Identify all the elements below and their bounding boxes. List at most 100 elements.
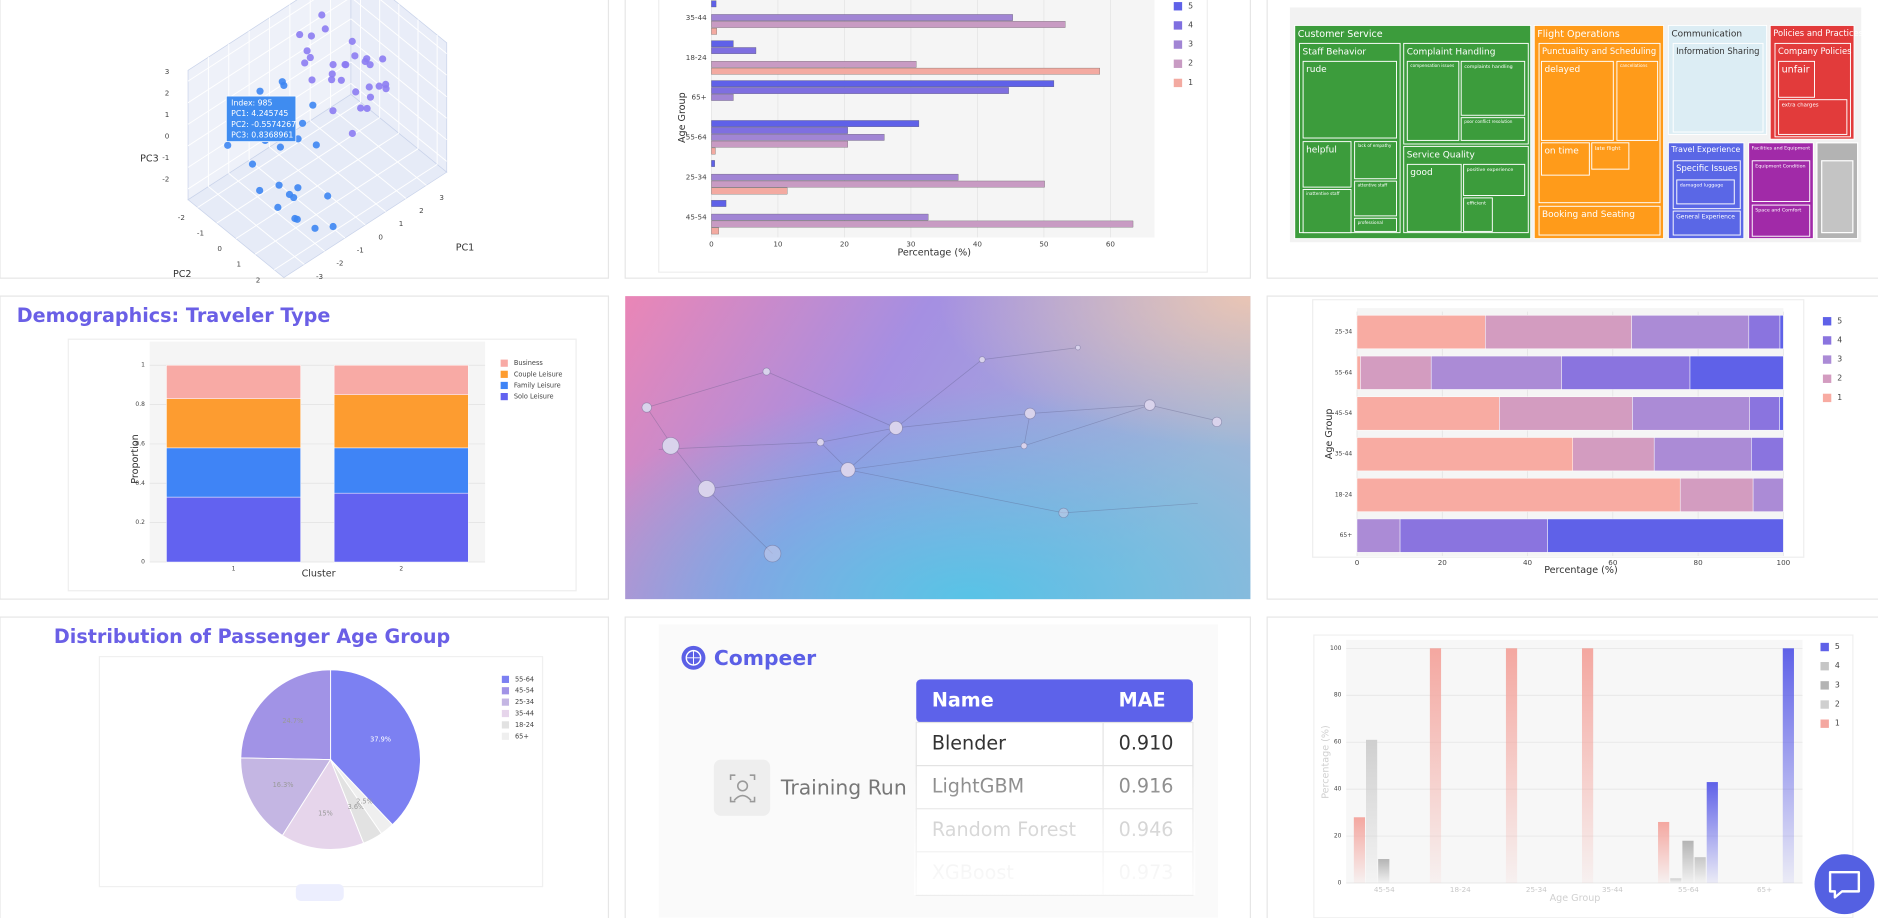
point (337, 76, 345, 84)
slice-label: 3.6% (348, 803, 365, 811)
bar (166, 496, 301, 563)
legend-swatch (1820, 719, 1829, 728)
point (276, 143, 284, 151)
bar (1751, 437, 1784, 472)
axis-title: PC3 (140, 153, 159, 164)
bar (1581, 648, 1594, 883)
point (365, 83, 373, 91)
treemap-label: efficient (1467, 200, 1486, 206)
treemap-label: positive experience (1467, 167, 1514, 173)
treemap-label: Company Policies (1778, 46, 1851, 56)
treemap-cell (1460, 60, 1526, 116)
treemap-cell (1751, 204, 1811, 237)
chart-title: Demographics: Traveler Type (17, 304, 331, 327)
treemap-label: cancellations (1620, 63, 1648, 68)
category-label: 35-44 (1335, 451, 1353, 458)
chat-button-bg[interactable] (1814, 854, 1875, 915)
bar (1561, 355, 1691, 390)
point (224, 141, 232, 149)
bar (711, 160, 715, 167)
faint-button (295, 884, 344, 901)
bar (1505, 648, 1518, 883)
category-label: 35-44 (686, 13, 707, 22)
treemap-label: professional (1358, 220, 1383, 225)
grid-line (187, 18, 352, 125)
treemap-label: complaints handling (1464, 64, 1513, 70)
treemap-label: rude (1306, 65, 1327, 75)
bar (1631, 315, 1750, 349)
point (298, 119, 307, 127)
tick-label: 100 (1777, 558, 1791, 567)
legend-swatch (501, 732, 510, 740)
tick-label: -3 (316, 272, 323, 281)
pie-slice (240, 757, 332, 837)
tooltip-line: PC3: 0.8368961 (231, 131, 293, 140)
category-label: 65+ (1340, 532, 1353, 539)
treemap-cell (1540, 142, 1590, 176)
bar (166, 398, 301, 449)
point (301, 59, 309, 67)
treemap-label: unfair (1782, 65, 1810, 76)
tooltip (226, 95, 297, 142)
bar (1682, 840, 1694, 883)
category-label: 1 (232, 566, 236, 573)
point (311, 224, 319, 232)
legend-label: 4 (1837, 335, 1842, 344)
legend-swatch (1822, 317, 1832, 326)
point (348, 129, 356, 138)
tick-label: 0.4 (135, 480, 145, 487)
point (357, 104, 365, 112)
network-image (625, 296, 1251, 600)
treemap-label: helpful (1306, 145, 1337, 155)
grid-line (235, 132, 400, 240)
category-label: 45-54 (1335, 410, 1353, 417)
treemap-cell (1751, 160, 1811, 202)
treemap-label: Travel Experience (1670, 145, 1740, 154)
bar (1356, 396, 1500, 431)
legend-label: 3 (1835, 680, 1840, 689)
compeer-logo (681, 645, 706, 670)
x-axis-title: Percentage (%) (897, 247, 971, 258)
run-icon-box (713, 759, 771, 816)
tick-label: -1 (197, 229, 204, 238)
legend-label: Family Leisure (514, 381, 561, 389)
bar (333, 492, 469, 563)
legend-swatch (500, 393, 508, 401)
table-cell: Blender (932, 732, 1006, 755)
table-header (916, 679, 1193, 723)
treemap-cell (1672, 210, 1741, 236)
y-axis-title: Proportion (130, 434, 141, 483)
tick-label: 100 (1330, 645, 1342, 652)
bar (1429, 648, 1442, 883)
point (275, 181, 283, 189)
point (324, 192, 332, 200)
treemap-label: good (1410, 168, 1432, 178)
tick-label: 60 (1608, 558, 1618, 567)
category-label: 55-64 (1335, 369, 1353, 376)
chat-icon[interactable] (1828, 871, 1861, 899)
treemap-label: Specific Issues (1676, 163, 1737, 173)
point (294, 184, 302, 192)
bar (1670, 878, 1682, 883)
tick-label: -2 (178, 213, 185, 222)
grid-line (197, 101, 361, 208)
bar (711, 187, 788, 195)
tick-label: 40 (1523, 558, 1533, 567)
legend-swatch (501, 709, 510, 718)
header-cell: Name (932, 688, 994, 711)
bar (1779, 315, 1784, 349)
table-fade (913, 765, 1196, 895)
chat-button[interactable] (1814, 854, 1875, 915)
legend-swatch (1173, 21, 1183, 30)
tick-label: 2 (419, 206, 424, 215)
bar (1356, 518, 1401, 553)
category-label: 65+ (1757, 885, 1772, 894)
legend-swatch (500, 370, 508, 378)
treemap-label: attentive staff (1358, 183, 1388, 188)
treemap-label: Information Sharing (1676, 46, 1759, 56)
treemap-cell (1778, 60, 1816, 98)
treemap-label: Flight Operations (1537, 29, 1619, 40)
legend-swatch (1822, 355, 1832, 364)
treemap-cell (1354, 141, 1398, 180)
tick-label: 0 (1338, 879, 1342, 886)
